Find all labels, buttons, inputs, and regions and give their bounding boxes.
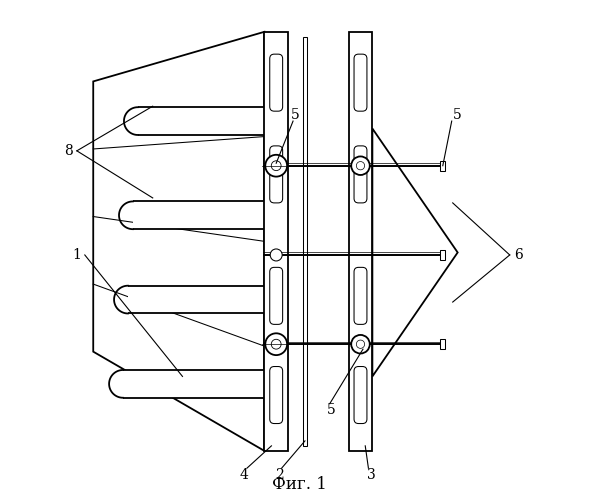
Text: 2: 2 <box>275 468 283 481</box>
FancyBboxPatch shape <box>354 54 367 111</box>
FancyBboxPatch shape <box>270 366 283 424</box>
Bar <box>440 160 446 170</box>
Circle shape <box>351 335 370 353</box>
FancyBboxPatch shape <box>354 366 367 424</box>
Circle shape <box>271 161 281 170</box>
Text: 5: 5 <box>291 108 300 122</box>
Bar <box>138 107 285 135</box>
Bar <box>440 250 446 260</box>
Circle shape <box>356 340 365 348</box>
Text: 3: 3 <box>367 468 376 481</box>
Text: 5: 5 <box>327 402 335 416</box>
Text: Фиг. 1: Фиг. 1 <box>271 476 327 492</box>
Bar <box>123 370 285 398</box>
FancyBboxPatch shape <box>270 268 283 324</box>
Bar <box>440 339 446 349</box>
Bar <box>133 202 285 229</box>
Text: 8: 8 <box>64 144 73 158</box>
Bar <box>349 32 373 451</box>
Circle shape <box>270 249 282 261</box>
Bar <box>128 286 285 314</box>
Circle shape <box>266 155 287 176</box>
FancyBboxPatch shape <box>354 268 367 324</box>
Circle shape <box>356 162 365 170</box>
Circle shape <box>271 340 281 349</box>
Circle shape <box>351 156 370 175</box>
Text: 6: 6 <box>514 248 523 262</box>
Text: 4: 4 <box>240 468 249 481</box>
Bar <box>264 32 288 451</box>
FancyBboxPatch shape <box>270 146 283 203</box>
Circle shape <box>266 334 287 355</box>
Text: 5: 5 <box>453 108 462 122</box>
FancyBboxPatch shape <box>270 54 283 111</box>
Text: 1: 1 <box>72 248 81 262</box>
Bar <box>303 37 307 446</box>
FancyBboxPatch shape <box>354 146 367 203</box>
